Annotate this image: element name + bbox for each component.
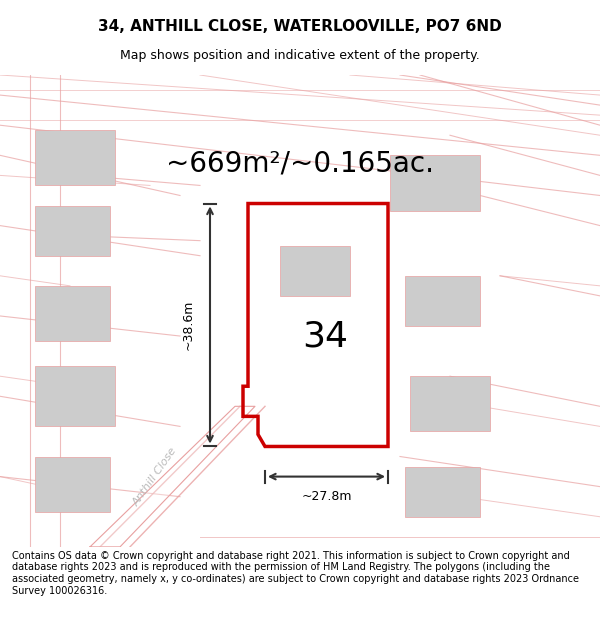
Bar (35, 286, 110, 341)
Text: Anthill Close: Anthill Close (131, 446, 179, 508)
Text: ~38.6m: ~38.6m (182, 300, 194, 350)
Bar (35, 206, 110, 256)
Bar (35, 130, 115, 186)
Text: Contains OS data © Crown copyright and database right 2021. This information is : Contains OS data © Crown copyright and d… (12, 551, 579, 596)
Text: 34: 34 (302, 319, 348, 353)
Bar (35, 456, 110, 512)
Bar (410, 376, 490, 431)
Text: Map shows position and indicative extent of the property.: Map shows position and indicative extent… (120, 49, 480, 62)
Bar (405, 276, 480, 326)
Bar (280, 246, 350, 296)
Bar (390, 156, 480, 211)
Text: ~27.8m: ~27.8m (301, 490, 352, 503)
Text: ~669m²/~0.165ac.: ~669m²/~0.165ac. (166, 149, 434, 178)
Bar (405, 466, 480, 517)
Polygon shape (90, 406, 255, 547)
Bar (35, 366, 115, 426)
Text: 34, ANTHILL CLOSE, WATERLOOVILLE, PO7 6ND: 34, ANTHILL CLOSE, WATERLOOVILLE, PO7 6N… (98, 19, 502, 34)
